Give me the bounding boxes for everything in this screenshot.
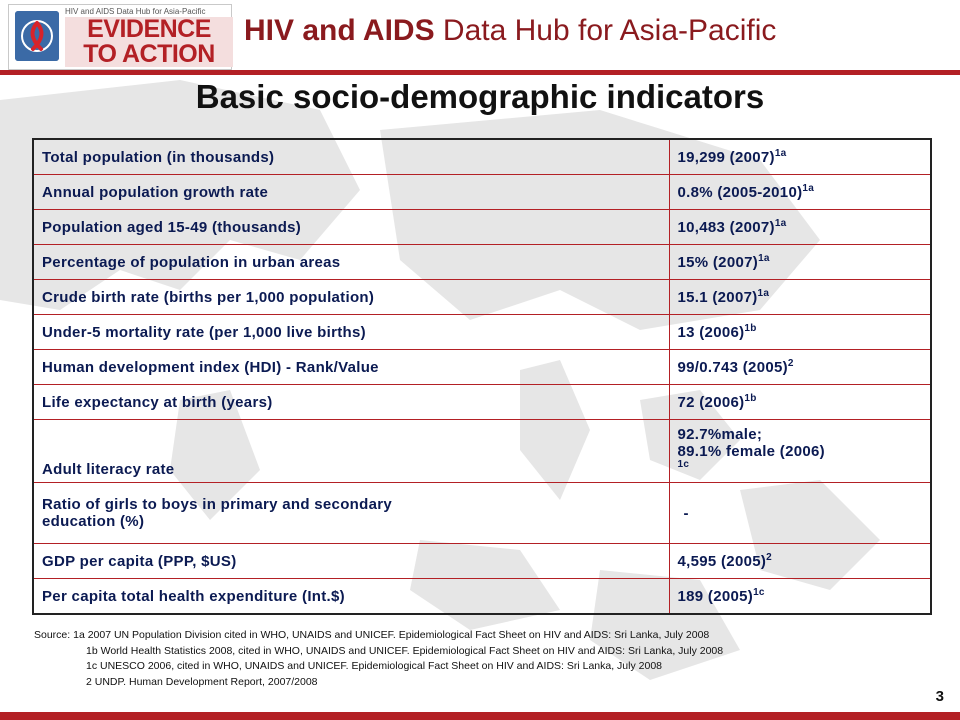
- table-row: Ratio of girls to boys in primary and se…: [32, 482, 932, 544]
- table-row: Human development index (HDI) - Rank/Val…: [32, 349, 932, 385]
- header-divider: [0, 70, 960, 75]
- page-title: Basic socio-demographic indicators: [195, 78, 765, 115]
- indicator-label: Percentage of population in urban areas: [32, 244, 670, 280]
- indicator-value: 92.7%male; 89.1% female (2006) 1c: [668, 419, 932, 483]
- indicator-value: 15% (2007)1a: [668, 244, 932, 280]
- table-row: Annual population growth rate 0.8% (2005…: [32, 174, 932, 210]
- page-number: 3: [935, 688, 944, 705]
- indicator-value: 10,483 (2007)1a: [668, 209, 932, 245]
- indicator-value: 0.8% (2005-2010)1a: [668, 174, 932, 210]
- indicator-label: Life expectancy at birth (years): [32, 384, 670, 420]
- evidence-to-action-logo: HIV and AIDS Data Hub for Asia-Pacific E…: [8, 4, 233, 70]
- indicator-label: Population aged 15-49 (thousands): [32, 209, 670, 245]
- indicator-label: Crude birth rate (births per 1,000 popul…: [32, 279, 670, 315]
- indicator-label: Ratio of girls to boys in primary and se…: [32, 482, 670, 544]
- indicators-table: Total population (in thousands) 19,299 (…: [32, 138, 932, 615]
- indicator-value: -: [668, 482, 932, 544]
- table-row: Total population (in thousands) 19,299 (…: [32, 138, 932, 175]
- source-line: 2 UNDP. Human Development Report, 2007/2…: [86, 675, 318, 688]
- indicator-value: 99/0.743 (2005)2: [668, 349, 932, 385]
- indicator-label: Annual population growth rate: [32, 174, 670, 210]
- indicator-label: Total population (in thousands): [32, 138, 670, 175]
- indicator-value: 19,299 (2007)1a: [668, 138, 932, 175]
- table-row: GDP per capita (PPP, $US) 4,595 (2005)2: [32, 543, 932, 579]
- source-line: 1b World Health Statistics 2008, cited i…: [86, 644, 724, 657]
- indicator-label: Human development index (HDI) - Rank/Val…: [32, 349, 670, 385]
- header-title: HIV and AIDS Data Hub for Asia-Pacific: [244, 14, 776, 48]
- source-line: Source: 1a 2007 UN Population Division c…: [34, 629, 710, 641]
- table-row: Percentage of population in urban areas …: [32, 244, 932, 280]
- indicator-label: Adult literacy rate: [32, 419, 670, 483]
- logo-line-1: EVIDENCE: [87, 15, 211, 43]
- indicator-value: 4,595 (2005)2: [668, 543, 932, 579]
- indicator-label: Per capita total health expenditure (Int…: [32, 578, 670, 615]
- header-title-rest: Data Hub for Asia-Pacific: [434, 14, 777, 47]
- table-row: Crude birth rate (births per 1,000 popul…: [32, 279, 932, 315]
- source-footnotes: Source: 1a 2007 UN Population Division c…: [34, 628, 914, 690]
- source-line: 1c UNESCO 2006, cited in WHO, UNAIDS and…: [86, 660, 663, 672]
- indicator-label: GDP per capita (PPP, $US): [32, 543, 670, 579]
- logo-caption: HIV and AIDS Data Hub for Asia-Pacific: [65, 7, 206, 16]
- table-row: Under-5 mortality rate (per 1,000 live b…: [32, 314, 932, 350]
- indicator-value: 13 (2006)1b: [668, 314, 932, 350]
- indicator-value: 72 (2006)1b: [668, 384, 932, 420]
- table-row: Population aged 15-49 (thousands) 10,483…: [32, 209, 932, 245]
- logo-line-2: TO ACTION: [83, 40, 215, 68]
- header-banner: HIV and AIDS Data Hub for Asia-Pacific E…: [0, 0, 960, 70]
- table-row: Per capita total health expenditure (Int…: [32, 578, 932, 615]
- indicator-value: 15.1 (2007)1a: [668, 279, 932, 315]
- header-title-bold: HIV and AIDS: [244, 14, 435, 47]
- table-row: Adult literacy rate 92.7%male; 89.1% fem…: [32, 419, 932, 483]
- indicator-value: 189 (2005)1c: [668, 578, 932, 615]
- indicator-label: Under-5 mortality rate (per 1,000 live b…: [32, 314, 670, 350]
- logo-wordmark: EVIDENCE TO ACTION: [65, 17, 233, 67]
- ribbon-emblem-icon: [15, 11, 59, 61]
- footer-divider: [0, 712, 960, 720]
- table-row: Life expectancy at birth (years) 72 (200…: [32, 384, 932, 420]
